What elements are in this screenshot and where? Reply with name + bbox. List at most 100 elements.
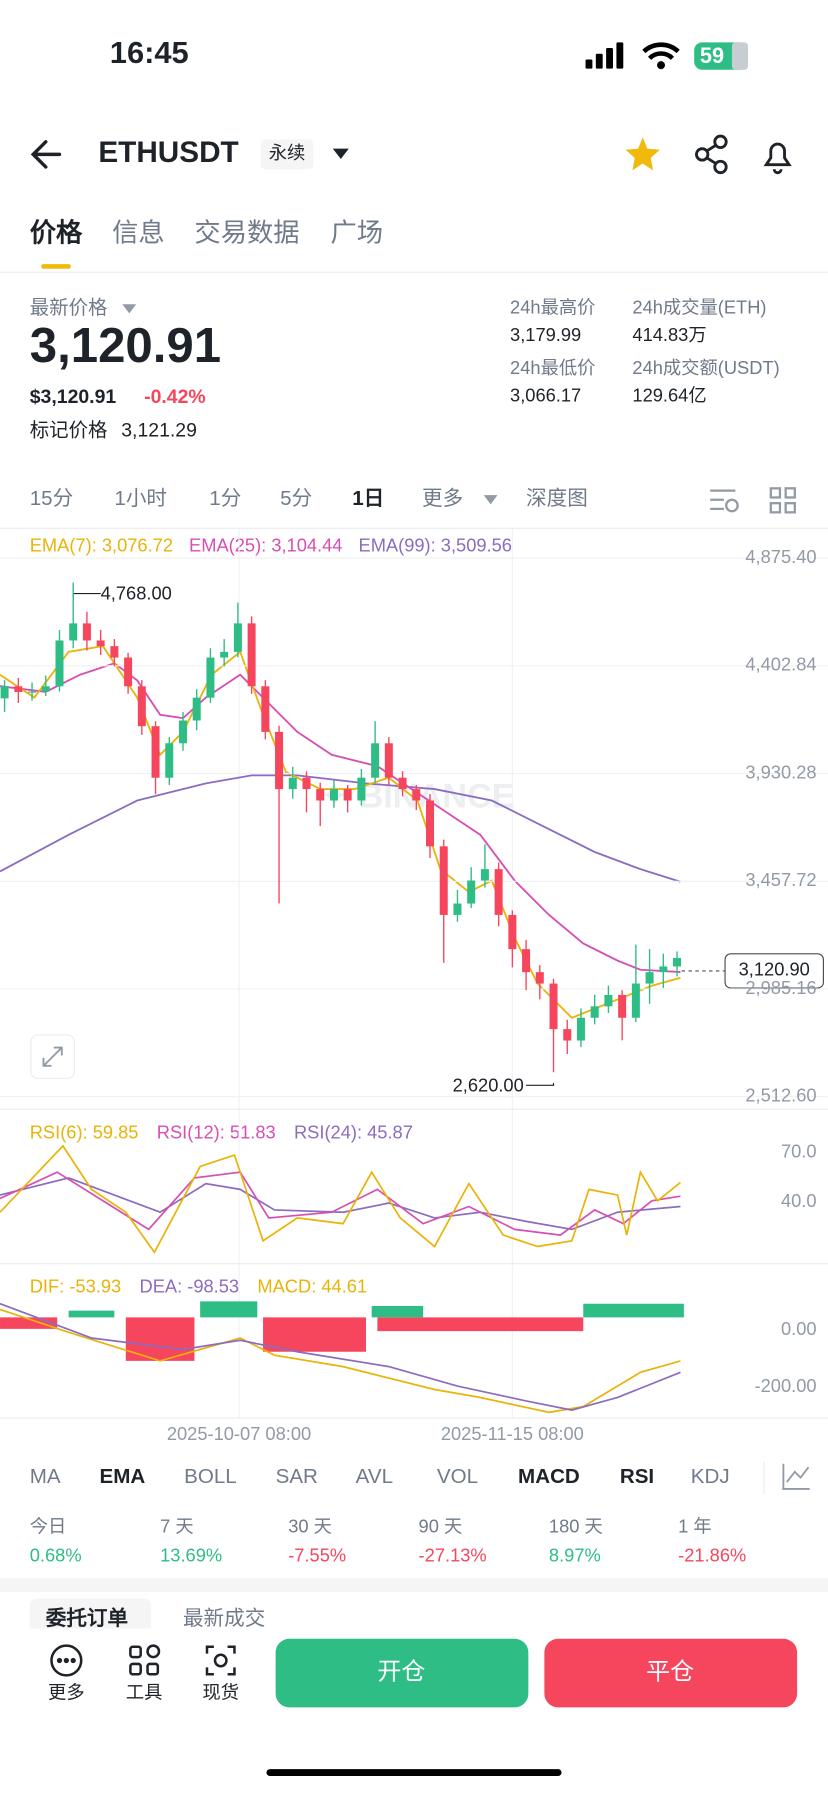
tag-bg [260,139,314,170]
indicator-tab[interactable]: SAR [276,1465,318,1488]
candles [0,582,682,1073]
rsi-tick: 70.0 [781,1141,817,1162]
orders-tab[interactable]: 委托订单 [45,1606,128,1630]
nav-label[interactable]: 工具 [126,1682,163,1703]
candle-body [535,972,544,984]
rsi-legend: RSI(6): 59.85 RSI(12): 51.83 RSI(24): 45.8… [30,1121,413,1142]
open-label[interactable]: 开仓 [377,1658,425,1685]
last-price: 3,120.91 [30,318,221,373]
battery-empty [731,42,748,70]
period-label: 180 天 [549,1516,603,1537]
candle-body [275,731,284,790]
interval[interactable]: 15分 [30,487,73,510]
candle-body [673,958,682,967]
usd-price: $3,120.91 [30,386,117,408]
layout-grid[interactable] [769,487,796,514]
candle-body [55,640,64,687]
candle-body [563,1029,572,1041]
tab[interactable]: 信息 [112,217,165,247]
symbol[interactable]: ETHUSDT [98,136,238,169]
indicator-tab[interactable]: AVL [356,1465,393,1488]
contract-tag: 永续 [269,142,306,163]
period-change: -21.86% [678,1544,746,1565]
interval[interactable]: 5分 [280,487,312,510]
price-tick: 3,930.28 [745,761,816,782]
candle-body [165,743,174,778]
interval[interactable]: 深度图 [526,487,588,510]
section-gap [0,1578,828,1592]
candle-body [371,743,380,778]
interval[interactable]: 1分 [209,487,241,510]
status-time: 16:45 [110,35,189,70]
candle-body [96,640,105,647]
stat-label: 24h最高价 [510,297,595,318]
nav-icons [50,1644,236,1677]
indicator-tab[interactable]: BOLL [184,1465,237,1488]
ema-legend: EMA(7): 3,076.72 EMA(25): 3,104.44 EMA(99)… [30,534,512,555]
indicator-tab[interactable]: VOL [437,1465,478,1488]
tab-indicator [41,264,71,269]
rsi-tick: 40.0 [781,1190,817,1211]
tab[interactable]: 价格 [30,217,83,247]
share-button[interactable] [695,134,728,175]
legend-item: RSI(6): 59.85 [30,1121,139,1142]
indicator-settings[interactable] [782,1463,810,1490]
low-label: 2,620.00 [453,1074,524,1095]
period-change: -27.13% [419,1544,487,1565]
alert-bell[interactable] [763,142,792,175]
candle-body [69,623,78,641]
indicator-tab[interactable]: KDJ [691,1465,730,1488]
candle-body [329,789,338,801]
chart-settings[interactable] [710,489,739,513]
indicator-tab[interactable]: EMA [100,1465,146,1488]
tab[interactable]: 广场 [331,217,384,247]
candle-body [124,657,133,687]
period-label: 7 天 [160,1516,194,1537]
favorite-star[interactable] [625,137,660,171]
orders-tab[interactable]: 最新成交 [183,1607,265,1630]
legend-item: EMA(7): 3,076.72 [30,534,173,555]
time-label: 2025-10-07 08:00 [167,1423,311,1444]
high-label: 4,768.00 [101,583,172,604]
wifi-icon [642,42,680,61]
nav-label[interactable]: 更多 [48,1682,85,1703]
time-label: 2025-11-15 08:00 [441,1423,584,1444]
candle-body [467,880,476,904]
price-dropdown[interactable] [122,304,137,314]
close-label[interactable]: 平仓 [646,1658,694,1685]
period-label: 30 天 [288,1516,332,1537]
price-tick: 2,512.60 [745,1085,816,1106]
stat-value: 3,179.99 [510,324,581,345]
candle-body [522,949,531,973]
candle-body [412,789,421,801]
more-dropdown[interactable] [483,495,498,505]
period-label: 90 天 [419,1516,463,1537]
fullscreen-icon [42,1046,63,1067]
nav-label[interactable]: 现货 [202,1682,239,1703]
tab[interactable]: 交易数据 [194,217,299,247]
vertical-grid [238,528,513,1419]
macd-lines [0,1302,681,1414]
candle-body [316,789,325,801]
indicator-tab[interactable]: RSI [620,1465,654,1488]
candle-body [343,789,352,801]
indicator-tab[interactable]: MACD [518,1465,580,1488]
symbol-dropdown[interactable] [332,148,349,159]
price-change: -0.42% [144,386,206,408]
legend-item: EMA(25): 3,104.44 [189,534,342,555]
last-price-tag: 3,120.90 [739,959,810,980]
low-marker [526,1082,555,1086]
candle-body [576,1017,585,1041]
macd-tick: 0.00 [781,1318,817,1339]
close-button[interactable] [544,1638,798,1708]
candle-body [82,623,91,641]
open-button[interactable] [275,1638,529,1708]
interval[interactable]: 1日 [352,487,384,510]
price-tick: 2,985.16 [745,977,816,998]
back-button[interactable] [30,140,62,169]
indicator-tab[interactable]: MA [30,1465,61,1488]
interval[interactable]: 1小时 [114,487,167,510]
candle-body [398,777,407,790]
period-change: -7.55% [288,1544,346,1565]
interval[interactable]: 更多 [422,487,463,510]
